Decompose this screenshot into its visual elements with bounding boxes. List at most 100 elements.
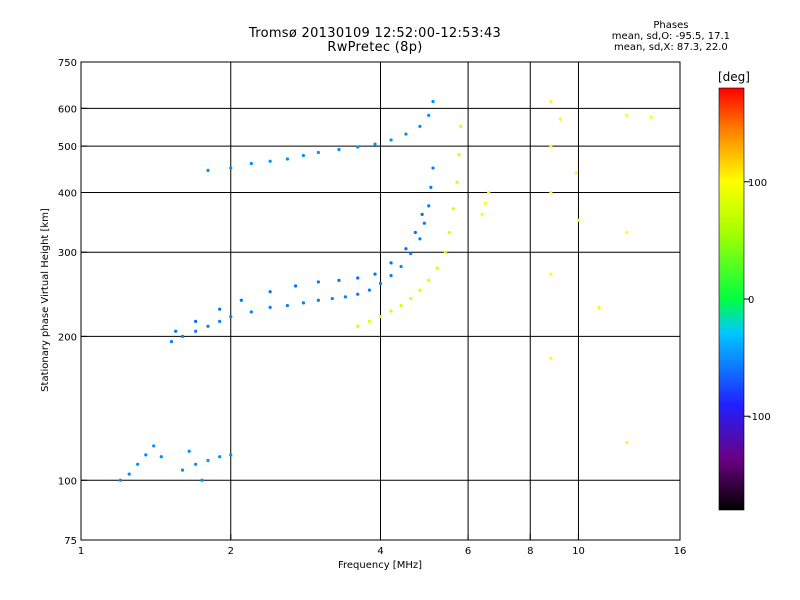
x-tick-label: 1 — [78, 546, 84, 557]
colorbar — [718, 87, 745, 511]
colorbar-tick-label: 0 — [748, 295, 754, 306]
data-point — [268, 159, 272, 163]
data-point — [558, 117, 563, 121]
data-point — [455, 180, 459, 184]
data-point — [316, 150, 320, 155]
x-tick-label: 10 — [572, 546, 585, 557]
data-point — [127, 472, 131, 476]
data-point — [576, 218, 581, 222]
data-point — [413, 230, 417, 235]
data-point — [301, 301, 306, 305]
data-point — [229, 453, 233, 457]
data-point — [389, 261, 393, 265]
data-point — [625, 230, 629, 235]
data-point — [206, 324, 210, 328]
data-point — [229, 166, 233, 170]
data-point — [229, 315, 233, 319]
data-point — [373, 142, 377, 146]
x-axis-label: Frequency [MHz] — [338, 560, 422, 571]
data-point — [373, 272, 377, 276]
data-point — [285, 157, 290, 161]
data-point — [404, 247, 408, 251]
data-point — [316, 298, 320, 302]
data-point — [194, 462, 198, 466]
data-point — [152, 444, 156, 448]
data-point — [399, 264, 403, 269]
grid-lines — [81, 62, 680, 540]
data-point — [136, 462, 140, 466]
data-point — [206, 168, 210, 172]
colorbar-tick-label: 100 — [748, 178, 767, 189]
data-point — [169, 340, 174, 344]
data-point — [483, 201, 487, 205]
data-point — [389, 274, 393, 278]
y-tick-label: 75 — [64, 536, 77, 547]
data-point — [457, 153, 461, 157]
data-point — [200, 478, 204, 482]
y-tick-label: 200 — [58, 332, 77, 343]
chart-title: Tromsø 20130109 12:52:00-12:53:43 — [248, 26, 502, 41]
data-point — [429, 185, 433, 189]
data-point — [447, 230, 451, 235]
data-point — [293, 284, 298, 288]
data-point — [409, 252, 413, 256]
data-point — [367, 319, 372, 323]
data-point — [378, 315, 383, 319]
colorbar-ticks: 100 0 -100 — [744, 178, 771, 423]
data-point — [422, 221, 426, 225]
data-point — [337, 278, 341, 282]
data-point — [420, 212, 424, 216]
y-tick-label: 100 — [58, 476, 77, 487]
data-point — [625, 440, 629, 445]
data-point — [418, 237, 422, 241]
x-tick-label: 4 — [377, 546, 383, 557]
data-point — [194, 329, 198, 333]
data-point — [649, 115, 653, 119]
data-point — [625, 113, 629, 117]
data-point — [443, 250, 447, 254]
data-point — [218, 319, 222, 323]
y-tick-label: 750 — [58, 58, 77, 69]
data-point — [330, 296, 334, 301]
x-tick-label: 16 — [674, 546, 687, 557]
data-point — [249, 310, 253, 314]
data-point — [174, 329, 178, 333]
y-tick-label: 500 — [58, 142, 77, 153]
data-point — [435, 266, 439, 270]
data-point — [337, 147, 341, 152]
data-point — [549, 99, 553, 104]
data-point — [549, 190, 553, 195]
data-point — [159, 455, 163, 459]
data-point — [404, 132, 408, 136]
x-tick-label: 8 — [527, 546, 533, 557]
data-point — [180, 334, 185, 338]
data-point — [427, 278, 431, 282]
data-point — [378, 281, 383, 286]
data-point — [427, 204, 431, 208]
data-point — [597, 305, 601, 309]
data-point — [194, 319, 198, 323]
data-point — [118, 478, 122, 482]
data-point — [487, 190, 491, 195]
data-point — [239, 298, 243, 302]
data-point — [356, 276, 360, 280]
data-point — [268, 290, 272, 294]
data-point — [389, 138, 393, 142]
x-tick-label: 6 — [465, 546, 471, 557]
y-axis-label: Stationary phase Virtual Height [km] — [40, 208, 51, 392]
phase-stats-o-mode: mean, sd,O: -95.5, 17.1 — [611, 31, 730, 42]
x-axis-ticks: 1 2 4 6 8 10 16 — [78, 534, 687, 557]
data-point — [285, 303, 290, 308]
data-point — [343, 295, 347, 299]
data-point — [427, 113, 431, 117]
data-point — [549, 356, 553, 360]
data-point — [409, 296, 413, 301]
data-points — [118, 99, 653, 482]
data-point — [418, 124, 422, 128]
y-axis-ticks: 75 100 200 300 400 500 600 750 — [58, 58, 87, 547]
data-point — [431, 99, 435, 104]
phase-statistics: Phases mean, sd,O: -95.5, 17.1 mean, sd,… — [612, 20, 730, 53]
data-point — [399, 303, 403, 308]
